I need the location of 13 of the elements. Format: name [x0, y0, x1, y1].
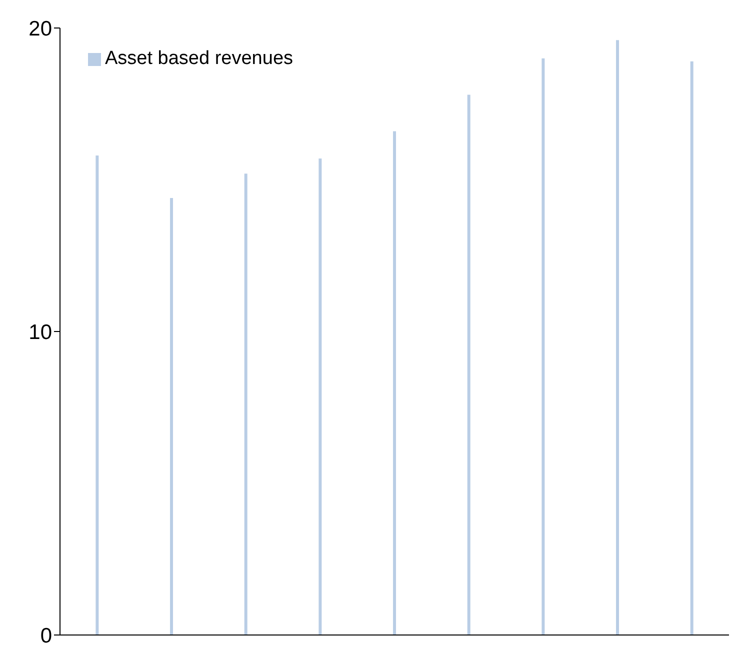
bar — [170, 198, 174, 635]
bar — [244, 174, 248, 635]
bar — [616, 40, 620, 635]
bar — [393, 131, 396, 635]
bar — [690, 61, 694, 635]
y-tick-label: 10 — [28, 320, 52, 344]
y-tick-label: 20 — [28, 17, 52, 40]
bar — [467, 94, 470, 635]
y-tick-label: 0 — [40, 624, 52, 648]
bar — [96, 155, 99, 635]
legend-label: Asset based revenues — [105, 48, 294, 69]
bar — [318, 158, 322, 635]
bar — [542, 58, 545, 635]
